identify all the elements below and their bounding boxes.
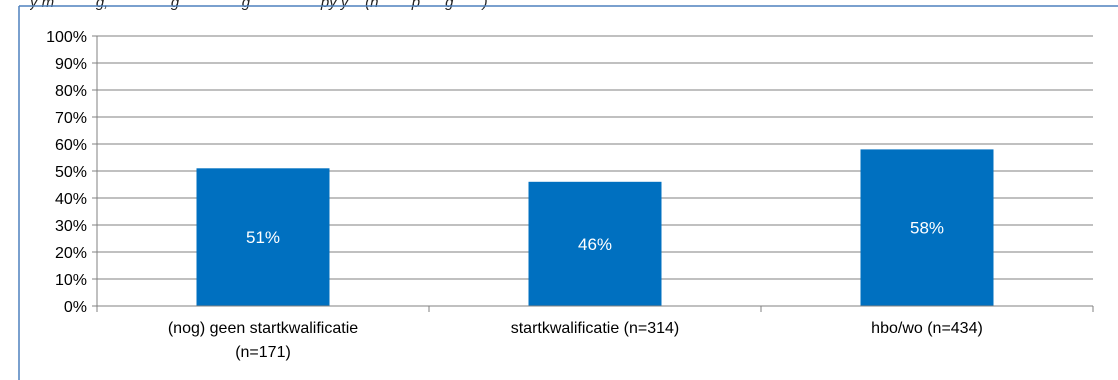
bar-data-labels: 51% 46% 58% (246, 219, 944, 254)
chart-frame (18, 5, 1118, 380)
x-category-label: (n=171) (235, 344, 291, 361)
axes (96, 36, 1094, 312)
x-category-label: startkwalificatie (n=314) (511, 320, 680, 337)
bar-data-label: 46% (578, 235, 612, 254)
bar (528, 181, 662, 306)
x-category-label: hbo/wo (n=434) (871, 320, 983, 337)
y-tick-label: 10% (55, 272, 87, 289)
y-tick-label: 40% (55, 191, 87, 208)
y-tick-label: 50% (55, 164, 87, 181)
bar (860, 149, 994, 306)
y-axis-tick-labels: 0% 10% 20% 30% 40% 50% 60% 70% 80% 90% 100% (46, 29, 87, 316)
x-axis-category-labels: (nog) geen startkwalificatie (n=171) start… (168, 320, 983, 361)
bar-data-label: 51% (246, 228, 280, 247)
y-tick-label: 80% (55, 83, 87, 100)
bar-data-label: 58% (910, 219, 944, 238)
y-tick-label: 30% (55, 218, 87, 235)
y-tick-label: 90% (55, 56, 87, 73)
y-tick-label: 60% (55, 137, 87, 154)
bars (196, 149, 994, 306)
y-tick-label: 100% (46, 29, 87, 46)
y-tick-label: 0% (64, 299, 87, 316)
y-tick-label: 20% (55, 245, 87, 262)
y-tick-label: 70% (55, 110, 87, 127)
x-category-label: (nog) geen startkwalificatie (168, 320, 358, 337)
bar (196, 168, 330, 306)
